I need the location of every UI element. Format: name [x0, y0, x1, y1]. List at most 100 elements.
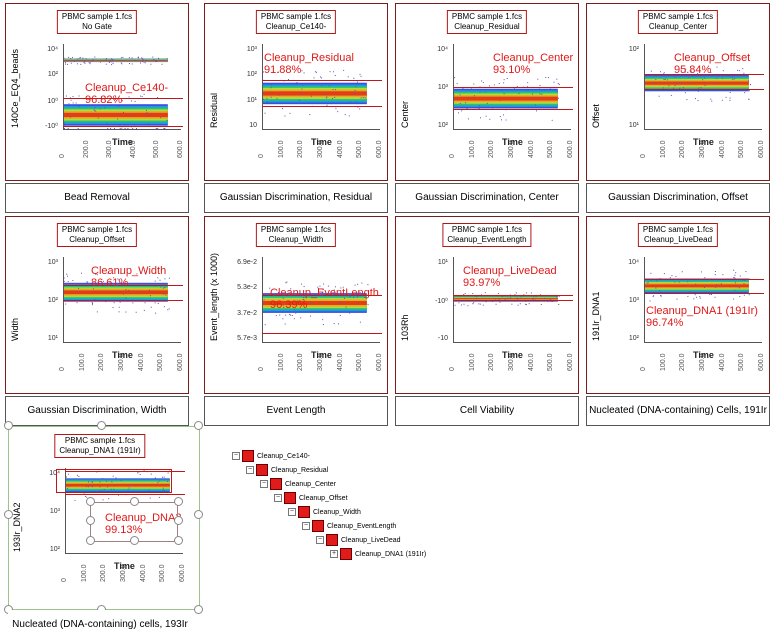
gate-boundary-line[interactable] [262, 80, 382, 82]
tree-item[interactable]: − Cleanup_Offset [274, 492, 348, 504]
plot-1-panel[interactable]: PBMC sample 1.fcs No Gate Cleanup_Ce140- 96… [5, 3, 189, 181]
gate-boundary-line[interactable] [453, 300, 573, 301]
tree-item[interactable]: − Cleanup_Center [260, 478, 336, 490]
gate-boundary-line[interactable] [63, 300, 183, 301]
gate-boundary-line[interactable] [262, 332, 382, 334]
gate-boundary-line[interactable] [644, 293, 764, 295]
gate-resize-handle[interactable] [174, 497, 183, 506]
tree-item[interactable]: − Cleanup_Width [288, 506, 361, 518]
event-dot [737, 286, 739, 288]
plot-3-panel[interactable]: PBMC sample 1.fcs Cleanup_Residual Cleanup… [395, 3, 579, 181]
gate-boundary-line[interactable] [644, 278, 764, 280]
density-layer [645, 81, 749, 85]
plot-area[interactable]: Cleanup_DNA1 (191Ir) 96.74% [644, 257, 764, 343]
gate-boundary-line[interactable] [453, 87, 573, 88]
tree-item[interactable]: − Cleanup_Residual [246, 464, 328, 476]
event-dot [328, 85, 330, 87]
gate-boundary-line[interactable] [262, 105, 382, 107]
event-dot [128, 115, 130, 117]
panel-resize-handle[interactable] [194, 510, 203, 519]
tree-item-label: Cleanup_EventLength [327, 522, 397, 530]
parent-gate-name: Cleanup_Width [268, 235, 324, 244]
plot-area[interactable]: Cleanup_Width 86.61% [63, 257, 183, 343]
gate-resize-handle[interactable] [130, 497, 139, 506]
gate-label[interactable]: Cleanup_Offset 95.84% [674, 52, 750, 76]
gate-boundary-line[interactable] [453, 294, 573, 296]
plot-area[interactable]: Cleanup_EventLength 96.39% [262, 257, 382, 343]
panel-resize-handle[interactable] [4, 510, 13, 519]
plot-2-panel[interactable]: PBMC sample 1.fcs Cleanup_Ce140- Cleanup_R… [204, 3, 388, 181]
collapse-icon[interactable]: − [246, 466, 254, 474]
gate-label[interactable]: Cleanup_Width 86.61% [91, 265, 166, 289]
event-dot [145, 59, 147, 61]
event-dot [82, 57, 84, 59]
plot-5-panel[interactable]: PBMC sample 1.fcs Cleanup_Offset Cleanup_W… [5, 216, 189, 394]
collapse-icon[interactable]: − [232, 452, 240, 460]
gate-boundary-line[interactable] [63, 98, 183, 100]
y-tick-label: 10⁰ [47, 97, 58, 105]
gate-boundary-line[interactable] [453, 108, 573, 110]
plot-4-panel[interactable]: PBMC sample 1.fcs Cleanup_Center Cleanup_O… [586, 3, 770, 181]
tree-item[interactable]: − Cleanup_LiveDead [316, 534, 401, 546]
tree-item[interactable]: + Cleanup_DNA1 (191Ir) [330, 548, 426, 560]
event-dot [94, 106, 96, 108]
plot-7-panel[interactable]: PBMC sample 1.fcs Cleanup_EventLength Clea… [395, 216, 579, 394]
event-dot [166, 119, 168, 121]
plot-area[interactable]: Cleanup_DNA2 99.13% [65, 468, 185, 554]
gate-boundary-line[interactable] [644, 88, 764, 90]
panel-resize-handle[interactable] [194, 421, 203, 430]
tree-item[interactable]: − Cleanup_Ce140- [232, 450, 310, 462]
gate-label[interactable]: Cleanup_DNA1 (191Ir) 96.74% [646, 305, 758, 329]
plot-6-panel[interactable]: PBMC sample 1.fcs Cleanup_Width Cleanup_Ev… [204, 216, 388, 394]
gate-boundary-line[interactable] [644, 74, 764, 76]
collapse-icon[interactable]: − [302, 522, 310, 530]
gate-label[interactable]: Cleanup_LiveDead 93.97% [463, 265, 557, 289]
event-dot [277, 292, 279, 294]
collapse-icon[interactable]: − [288, 508, 296, 516]
gate-label[interactable]: Cleanup_Ce140- 96.82% [85, 82, 168, 106]
event-dot [527, 82, 529, 84]
gate-boundary-line[interactable] [262, 294, 382, 296]
event-dot [354, 90, 356, 92]
event-dot [517, 304, 519, 306]
selected-panel[interactable]: PBMC sample 1.fcs Cleanup_DNA1 (191Ir) Cle… [8, 428, 192, 606]
axis-frame [65, 468, 183, 554]
event-dot [85, 486, 87, 488]
panel-resize-handle[interactable] [4, 421, 13, 430]
gate-boundary-line[interactable] [63, 125, 183, 127]
gate-label[interactable]: Cleanup_Center 93.10% [493, 52, 573, 76]
gate-label[interactable]: Cleanup_Residual 91.88% [264, 52, 354, 76]
gate-resize-handle[interactable] [86, 516, 95, 525]
event-dot [130, 100, 132, 102]
plot-area[interactable]: Cleanup_Ce140- 96.82% [63, 44, 183, 130]
gate-resize-handle[interactable] [174, 516, 183, 525]
plot-8-panel[interactable]: PBMC sample 1.fcs Cleanup_LiveDead Cleanup… [586, 216, 770, 394]
gate-boundary-line[interactable] [65, 471, 185, 473]
collapse-icon[interactable]: − [274, 494, 282, 502]
gate-resize-handle[interactable] [86, 497, 95, 506]
plot-area[interactable]: Cleanup_Offset 95.84% [644, 44, 764, 130]
gate-boundary-line[interactable] [63, 285, 183, 287]
gate-resize-handle[interactable] [174, 536, 183, 545]
gate-boundary-line[interactable] [65, 493, 185, 495]
gate-rectangle[interactable] [56, 469, 172, 493]
event-dot [353, 93, 355, 95]
gate-label[interactable]: Cleanup_DNA2 99.13% [105, 512, 181, 536]
event-dot [517, 298, 519, 300]
gate-resize-handle[interactable] [130, 536, 139, 545]
gate-resize-handle[interactable] [86, 536, 95, 545]
collapse-icon[interactable]: − [260, 480, 268, 488]
collapse-icon[interactable]: − [316, 536, 324, 544]
expand-icon[interactable]: + [330, 550, 338, 558]
gate-label[interactable]: Cleanup_EventLength 96.39% [270, 287, 379, 311]
gate-percentage: 96.39% [270, 299, 308, 311]
plot-area[interactable]: Cleanup_Residual 91.88% [262, 44, 382, 130]
panel-resize-handle[interactable] [194, 605, 203, 614]
x-tick-label: 100.0 [468, 353, 476, 371]
event-dot [540, 303, 542, 305]
event-dot [114, 128, 116, 129]
tree-item[interactable]: − Cleanup_EventLength [302, 520, 396, 532]
plot-area[interactable]: Cleanup_LiveDead 93.97% [453, 257, 573, 343]
panel-resize-handle[interactable] [97, 421, 106, 430]
plot-area[interactable]: Cleanup_Center 93.10% [453, 44, 573, 130]
